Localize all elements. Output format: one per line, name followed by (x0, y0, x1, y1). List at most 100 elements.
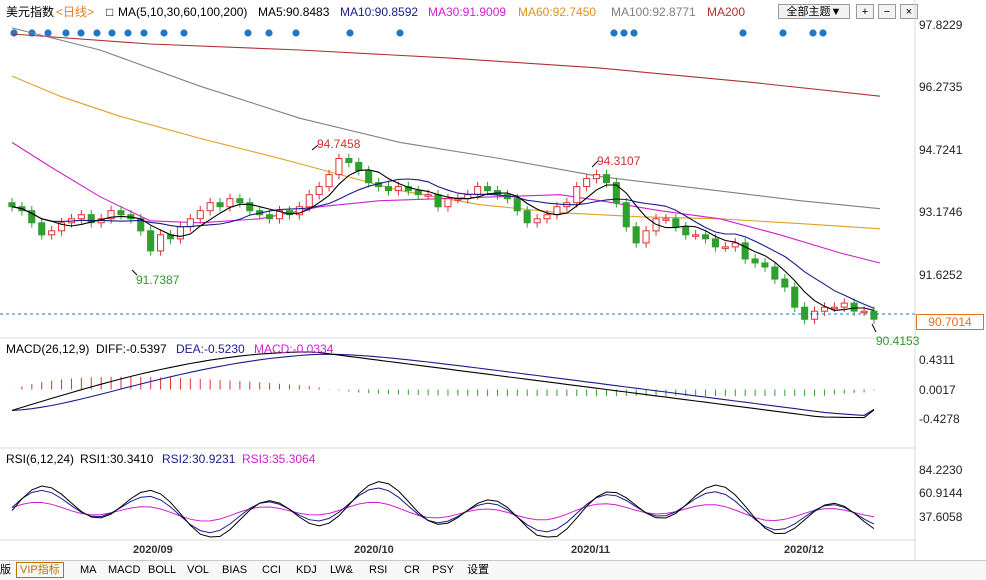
period-label[interactable]: <日线> (56, 5, 95, 19)
candle-body (305, 194, 313, 208)
candle-body (484, 186, 492, 192)
theme-dropdown-button[interactable]: 全部主题▼ (778, 4, 850, 19)
candle-body (513, 198, 521, 212)
tab-kdj[interactable]: KDJ (296, 564, 317, 576)
candle-body (315, 186, 323, 196)
ma100-line (11, 27, 881, 210)
candle-body (186, 218, 194, 228)
rsi3-value: RSI3:35.3064 (242, 452, 316, 466)
candle-body (791, 286, 799, 308)
price-tick: 91.6252 (919, 268, 963, 282)
rsi-tick: 84.2230 (919, 463, 963, 477)
tab-cr[interactable]: CR (404, 564, 420, 576)
tab-macd[interactable]: MACD (108, 564, 141, 576)
tab-boll[interactable]: BOLL (148, 564, 177, 576)
candle-body (107, 210, 115, 220)
candle-body (157, 234, 165, 252)
ma100-value: MA100:92.8771 (611, 5, 696, 19)
macd-dea-line (11, 353, 875, 416)
candle-body (325, 174, 333, 188)
low-annotation: 91.7387 (136, 273, 180, 287)
annotation-pointer (311, 144, 319, 151)
candle-body (424, 194, 432, 197)
candle-body (196, 210, 204, 220)
candle-body (444, 198, 452, 208)
high-annotation: 94.3107 (597, 154, 641, 168)
candle-body (38, 222, 46, 236)
candle-body (117, 210, 125, 216)
candle-body (553, 206, 561, 216)
candle-body (612, 182, 620, 204)
candle-body (266, 214, 274, 220)
rsi-label: RSI(6,12,24) (6, 452, 75, 466)
candle-body (394, 186, 402, 192)
signal-dot (292, 29, 300, 37)
candle-body (533, 218, 541, 224)
tab-ma[interactable]: MA (80, 564, 97, 576)
tab-vip[interactable]: VIP指标 (16, 562, 64, 578)
signal-dot (108, 29, 116, 37)
candle-body (622, 202, 630, 228)
tab-psy[interactable]: PSY (432, 564, 455, 576)
candle-body (632, 226, 640, 244)
macd-value: MACD:-0.0334 (254, 342, 334, 356)
signal-dot (396, 29, 404, 37)
signal-dot (346, 29, 354, 37)
candle-body (226, 198, 234, 208)
candle-body (523, 210, 531, 224)
candle-body (860, 310, 868, 314)
close-icon[interactable]: × (900, 4, 918, 19)
ma-settings-icon[interactable]: □ (106, 5, 114, 19)
candle-body (721, 246, 729, 249)
tab-settings[interactable]: 设置 (467, 564, 489, 576)
high-annotation: 94.7458 (317, 137, 361, 151)
signal-dot (819, 29, 827, 37)
candle-body (147, 230, 155, 252)
tab-lwr[interactable]: LW& (330, 564, 354, 576)
candle-body (662, 218, 670, 221)
candle-body (434, 194, 442, 208)
macd-diff: DIFF:-0.5397 (96, 342, 167, 356)
tab-rsi[interactable]: RSI (369, 564, 388, 576)
rsi-tick: 60.9144 (919, 486, 963, 500)
candle-body (731, 242, 739, 248)
price-tick: 93.1746 (919, 205, 963, 219)
symbol-title: 美元指数 (6, 5, 55, 19)
signal-dot (180, 29, 188, 37)
signal-dot (93, 29, 101, 37)
candle-body (593, 174, 601, 180)
ma30-value: MA30:91.9009 (428, 5, 507, 19)
tab-bias[interactable]: BIAS (222, 564, 248, 576)
rsi-tick: 37.6058 (919, 510, 963, 524)
candle-body (474, 186, 482, 196)
candle-body (850, 302, 858, 312)
candle-body (335, 158, 343, 176)
price-tick: 97.8229 (919, 18, 963, 32)
ma-params-label: MA(5,10,30,60,100,200) (118, 5, 248, 19)
candle-body (761, 262, 769, 268)
tab-fragment[interactable]: 版 (0, 564, 11, 576)
macd-tick: 0.4311 (919, 353, 955, 367)
tab-cci[interactable]: CCI (262, 564, 281, 576)
signal-dot (739, 29, 747, 37)
candle-body (602, 174, 611, 184)
candle-body (216, 202, 224, 208)
signal-dot (809, 29, 817, 37)
signal-dot (10, 29, 18, 37)
candle-body (295, 206, 303, 216)
tab-vol[interactable]: VOL (187, 564, 210, 576)
candle-body (345, 158, 353, 163)
add-icon[interactable]: + (856, 4, 874, 19)
rsi1-value: RSI1:30.3410 (80, 452, 154, 466)
price-tick: 96.2735 (919, 80, 963, 94)
signal-dot (124, 29, 132, 37)
candle-body (365, 170, 373, 184)
candle-body (751, 258, 759, 264)
minus-icon[interactable]: − (878, 4, 896, 19)
annotation-pointer (131, 269, 138, 276)
candle-body (8, 202, 16, 208)
candle-body (414, 190, 422, 196)
signal-dot (62, 29, 70, 37)
